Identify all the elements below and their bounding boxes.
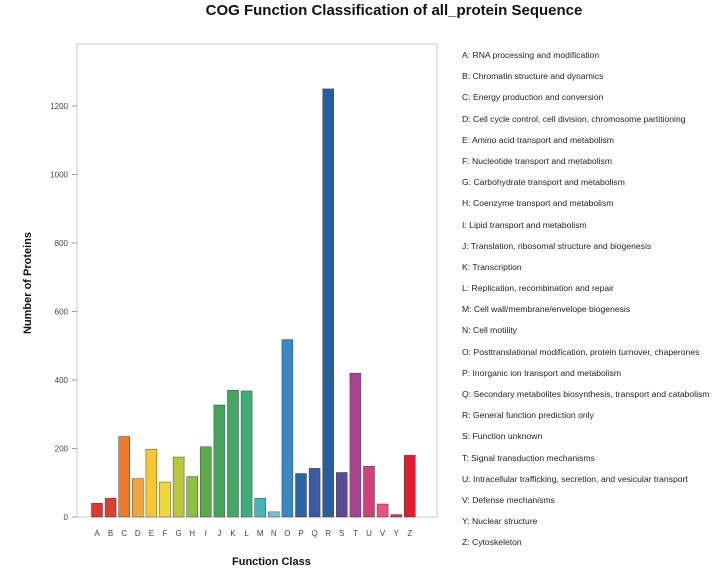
x-tick-label: O [284, 529, 290, 538]
bar-M [254, 497, 266, 518]
legend-item: J: Translation, ribosomal structure and … [462, 240, 652, 251]
x-tick-label: A [94, 529, 100, 538]
legend-item: F: Nucleotide transport and metabolism [462, 155, 612, 166]
bar-T [349, 372, 362, 518]
x-tick-label: S [339, 529, 344, 538]
legend-item: U: Intracellular trafficking, secretion,… [462, 473, 688, 484]
x-tick-label: V [380, 529, 386, 538]
x-tick-label: E [149, 529, 154, 538]
x-tick-label: N [271, 529, 277, 538]
legend-item: C: Energy production and conversion [462, 92, 604, 103]
bar-A [91, 503, 103, 518]
legend-item: E: Amino acid transport and metabolism [462, 134, 614, 145]
legend-item: L: Replication, recombination and repair [462, 283, 614, 294]
x-tick-label: K [230, 529, 236, 538]
legend-item: P: Inorganic ion transport and metabolis… [462, 367, 622, 378]
legend-item: N: Cell motility [462, 325, 517, 336]
legend-item: T: Signal transduction mechanisms [462, 452, 595, 463]
x-tick-label: I [205, 529, 207, 538]
legend-item: M: Cell wall/membrane/envelope biogenesi… [462, 304, 631, 315]
x-tick-label: L [244, 529, 249, 538]
legend-item: V: Defense mechanisms [462, 494, 555, 505]
bar-F [159, 481, 171, 518]
x-tick-label: P [298, 529, 303, 538]
legend-item: B: Chromatin structure and dynamics [462, 71, 604, 82]
bar-E [145, 448, 158, 518]
y-tick-label: 1200 [50, 102, 68, 111]
legend-item: K: Transcription [462, 261, 522, 272]
bar-Q [308, 468, 321, 518]
bar-S [336, 472, 348, 518]
bar-G [172, 456, 185, 518]
bar-L [240, 390, 253, 518]
bar-I [200, 446, 212, 518]
x-tick-label: F [163, 529, 168, 538]
x-tick-label: M [257, 529, 264, 538]
x-tick-label: U [366, 529, 372, 538]
legend-item: R: General function prediction only [462, 410, 594, 421]
bar-U [363, 466, 375, 518]
bar-R [322, 88, 334, 518]
y-tick-label: 200 [55, 445, 69, 454]
x-tick-label: C [121, 529, 127, 538]
legend-item: A: RNA processing and modification [462, 50, 600, 60]
legend-item: O: Posttranslational modification, prote… [462, 346, 700, 357]
x-tick-label: G [175, 529, 181, 538]
legend-item: Y: Nuclear structure [462, 516, 538, 527]
chart-title-text: COG Function Classification of all_prote… [205, 2, 583, 19]
legend-item: G: Carbohydrate transport and metabolism [462, 177, 625, 188]
bar-H [186, 476, 198, 518]
x-axis-label: Function Class [232, 556, 311, 568]
bar-D [132, 478, 144, 518]
y-tick-label: 1000 [50, 171, 68, 180]
bar-J [213, 404, 226, 518]
x-tick-label: J [217, 529, 221, 538]
bar-Z [404, 455, 416, 518]
bar-C [118, 436, 130, 518]
bar-K [227, 390, 239, 518]
plot-frame [76, 43, 438, 518]
bar-B [104, 497, 117, 518]
bar-V [376, 503, 389, 518]
x-tick-label: R [325, 529, 331, 538]
x-tick-label: H [189, 529, 195, 538]
bar-Y [390, 514, 402, 518]
bar-O [281, 339, 294, 518]
legend-item: H: Coenzyme transport and metabolism [462, 198, 614, 209]
bar-P [295, 473, 307, 518]
legend-item: S: Function unknown [462, 431, 543, 442]
chart-title: COG Function Classification of all_prote… [0, 2, 720, 19]
legend: A: RNA processing and modification B: Chr… [462, 48, 709, 557]
x-tick-label: B [108, 529, 113, 538]
x-tick-label: Y [394, 529, 400, 538]
y-tick-label: 800 [55, 239, 69, 248]
bar-N [268, 511, 280, 518]
x-tick-label: Z [407, 529, 412, 538]
legend-item: I: Lipid transport and metabolism [462, 219, 587, 230]
y-tick-label: 400 [55, 376, 69, 385]
x-tick-label: T [353, 529, 358, 538]
legend-item: Q: Secondary metabolites biosynthesis, t… [462, 389, 710, 399]
x-tick-label: Q [311, 529, 317, 538]
y-tick-label: 0 [64, 513, 69, 522]
y-tick-label: 600 [55, 308, 69, 317]
legend-item: Z: Cytoskeleton [462, 537, 522, 548]
legend-item: D: Cell cycle control, cell division, ch… [462, 113, 686, 124]
x-tick-label: D [135, 529, 141, 538]
